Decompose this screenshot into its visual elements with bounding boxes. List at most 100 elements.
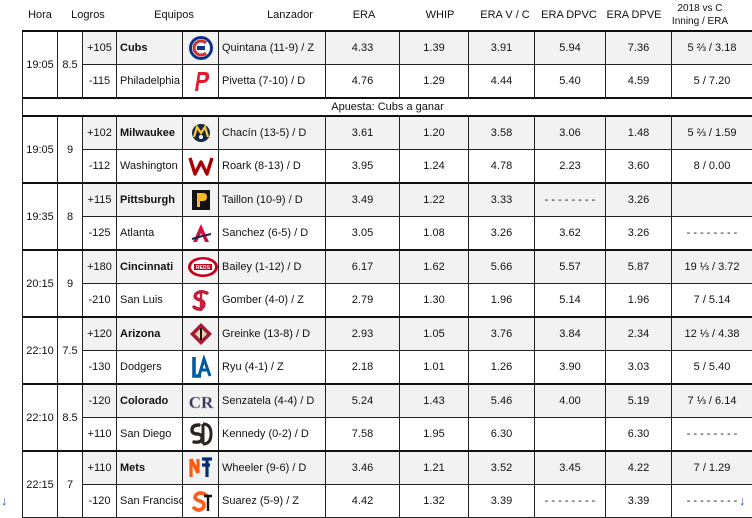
era: 4.33 (326, 31, 400, 65)
era-dpvc: 3.90 (535, 351, 606, 385)
era-dpvc: 5.14 (535, 284, 606, 318)
cubs-logo (186, 35, 215, 61)
era-vc: 3.91 (469, 31, 535, 65)
header-era: ERA (334, 0, 394, 30)
team-name: Colorado (117, 384, 183, 418)
pitcher: Bailey (1-12) / D (219, 250, 326, 284)
team-odds: -120 (83, 384, 117, 418)
era-vc: 4.44 (469, 65, 535, 99)
game-time: 20:15 (23, 250, 58, 317)
team-name: Cincinnati (117, 250, 183, 284)
team-name: Pittsburgh (117, 183, 183, 217)
vs-inning-era: 5 ⅔ / 1.59 (672, 116, 752, 150)
vs-inning-era: 5 ⅔ / 3.18 (672, 31, 752, 65)
team-odds: -125 (83, 217, 117, 251)
era-dpve: 3.26 (606, 217, 672, 251)
game-time: 22:10 (23, 317, 58, 384)
whip: 1.24 (400, 150, 469, 184)
era-dpvc: 3.84 (535, 317, 606, 351)
team-name-text: Mets (120, 462, 145, 474)
pitcher: Sanchez (6-5) / D (219, 217, 326, 251)
era: 2.93 (326, 317, 400, 351)
phillies-logo (186, 68, 215, 94)
header-lanzador: Lanzador (230, 0, 350, 30)
team-name-text: Philadelphia (120, 75, 180, 87)
era-vc: 3.76 (469, 317, 535, 351)
era-dpvc: - - - - - - - - (535, 485, 606, 518)
era-dpvc: - - - - - - - - (535, 183, 606, 217)
header-era-vc: ERA V / C (472, 0, 538, 30)
whip: 1.30 (400, 284, 469, 318)
era: 3.05 (326, 217, 400, 251)
team-odds: +120 (83, 317, 117, 351)
era-dpve: 3.39 (606, 485, 672, 518)
whip: 1.05 (400, 317, 469, 351)
era: 5.24 (326, 384, 400, 418)
game-time: 19:05 (23, 31, 58, 98)
vs-inning-era: 19 ⅓ / 3.72 (672, 250, 752, 284)
era-dpvc: 5.94 (535, 31, 606, 65)
game-total: 7.5 (58, 317, 83, 384)
pitcher: Senzatela (4-4) / D (219, 384, 326, 418)
giants-logo (186, 488, 215, 514)
game-total: 9 (58, 116, 83, 183)
era-dpvc: 2.23 (535, 150, 606, 184)
team-name-text: Cubs (120, 42, 148, 54)
era-dpvc: 5.57 (535, 250, 606, 284)
era-vc: 4.78 (469, 150, 535, 184)
team-name: Mets (117, 451, 183, 485)
era-dpve: 6.30 (606, 418, 672, 452)
whip: 1.22 (400, 183, 469, 217)
team-logo-cell (183, 183, 219, 217)
era: 3.49 (326, 183, 400, 217)
whip: 1.29 (400, 65, 469, 99)
braves-logo (186, 220, 215, 246)
scroll-arrow-right-icon: ↓ (739, 494, 746, 507)
team-name-text: Arizona (120, 328, 160, 340)
game-total: 9 (58, 250, 83, 317)
game-total: 7 (58, 451, 83, 518)
pitcher: Greinke (13-8) / D (219, 317, 326, 351)
team-name: Atlanta (117, 217, 183, 251)
era-vc: 1.26 (469, 351, 535, 385)
pitcher: Chacín (13-5) / D (219, 116, 326, 150)
vs-inning-era: 7 / 5.14 (672, 284, 752, 318)
team-name: San Luis (117, 284, 183, 318)
team-logo-cell: CR (183, 384, 219, 418)
header-equipos: Equipos (128, 0, 220, 30)
team-logo-cell (183, 451, 219, 485)
era-vc: 6.30 (469, 418, 535, 452)
team-name-text: San Luis (120, 294, 163, 306)
era-vc: 3.52 (469, 451, 535, 485)
era-vc: 3.58 (469, 116, 535, 150)
team-logo-cell (183, 65, 219, 99)
era-dpve: 4.22 (606, 451, 672, 485)
vs-inning-era: 7 ⅓ / 6.14 (672, 384, 752, 418)
era: 6.17 (326, 250, 400, 284)
team-odds: +105 (83, 31, 117, 65)
era-dpve: 7.36 (606, 31, 672, 65)
team-logo-cell (183, 284, 219, 318)
era-vc: 5.46 (469, 384, 535, 418)
team-name: Washington (117, 150, 183, 184)
team-name-text: Cincinnati (120, 261, 173, 273)
whip: 1.08 (400, 217, 469, 251)
team-name-text: San Francisco (120, 495, 183, 507)
game-total: 8.5 (58, 31, 83, 98)
diamondbacks-logo (186, 321, 215, 347)
team-logo-cell (183, 116, 219, 150)
pitcher: Suarez (5-9) / Z (219, 485, 326, 518)
bet-note: Apuesta: Cubs a ganar (23, 98, 752, 116)
header-hora: Hora (22, 0, 58, 30)
pitcher: Taillon (10-9) / D (219, 183, 326, 217)
team-name: Philadelphia (117, 65, 183, 99)
team-odds: +102 (83, 116, 117, 150)
